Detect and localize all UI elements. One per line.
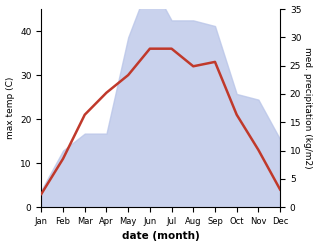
- Y-axis label: med. precipitation (kg/m2): med. precipitation (kg/m2): [303, 47, 313, 169]
- X-axis label: date (month): date (month): [122, 231, 200, 242]
- Y-axis label: max temp (C): max temp (C): [5, 77, 15, 139]
